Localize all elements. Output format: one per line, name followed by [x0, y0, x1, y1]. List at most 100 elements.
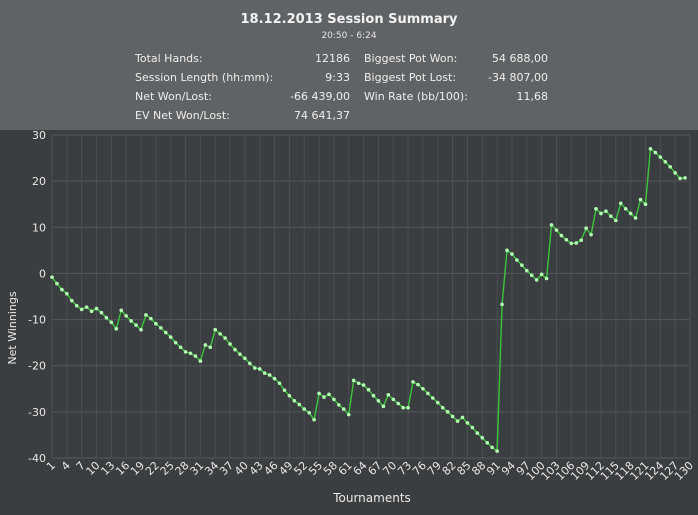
- data-point: [332, 397, 336, 402]
- data-point: [208, 345, 213, 350]
- data-point: [609, 214, 613, 219]
- data-point: [371, 393, 376, 398]
- data-point: [510, 252, 514, 256]
- data-point: [534, 278, 539, 282]
- data-point: [213, 327, 218, 332]
- data-point: [440, 405, 445, 410]
- data-point: [653, 150, 658, 155]
- data-point: [683, 176, 687, 180]
- data-point: [351, 378, 356, 383]
- data-point: [312, 417, 316, 422]
- data-point: [633, 216, 638, 220]
- data-point: [252, 366, 257, 370]
- data-point: [243, 356, 247, 361]
- data-point: [524, 268, 529, 273]
- data-point: [149, 316, 153, 321]
- data-point: [168, 335, 173, 339]
- data-point: [173, 340, 178, 345]
- data-point: [421, 386, 425, 391]
- data-point: [327, 392, 331, 397]
- y-tick-label: -10: [28, 314, 46, 327]
- stat-value-win-rate: 11,68: [516, 90, 549, 103]
- data-point: [60, 287, 64, 292]
- data-point: [386, 392, 391, 397]
- data-point: [188, 351, 193, 356]
- data-point: [455, 419, 460, 423]
- data-point: [529, 273, 534, 278]
- data-point: [485, 440, 490, 445]
- data-point: [297, 402, 302, 407]
- data-point: [614, 218, 618, 223]
- data-point: [287, 393, 292, 398]
- stat-label-win-rate: Win Rate (bb/100):: [364, 90, 468, 103]
- data-point: [470, 425, 475, 430]
- data-point: [89, 309, 94, 314]
- stat-label-total-hands: Total Hands:: [135, 52, 203, 65]
- data-point: [480, 435, 485, 440]
- data-point: [500, 302, 504, 307]
- data-point: [99, 310, 104, 315]
- data-point: [223, 336, 227, 340]
- data-point: [139, 327, 143, 332]
- data-point: [411, 380, 415, 384]
- data-point: [435, 400, 440, 405]
- data-point: [559, 233, 564, 238]
- data-point: [579, 238, 583, 243]
- x-axis-ticks: 1 4 71013161922252831343740434649525558616…: [44, 459, 696, 483]
- data-point: [292, 398, 297, 403]
- data-point: [84, 305, 89, 309]
- data-point: [564, 237, 569, 242]
- data-point: [65, 291, 69, 296]
- data-point: [495, 449, 499, 453]
- data-point: [183, 350, 188, 354]
- data-point: [490, 445, 494, 450]
- data-point: [154, 321, 158, 326]
- data-point: [416, 382, 420, 387]
- data-point: [74, 303, 79, 308]
- data-point: [549, 223, 554, 227]
- data-point: [678, 176, 682, 181]
- y-tick-label: -40: [28, 452, 46, 465]
- data-point: [50, 275, 54, 279]
- data-point: [94, 306, 99, 311]
- y-tick-label: 10: [32, 221, 46, 234]
- data-point: [569, 241, 574, 246]
- data-point: [668, 165, 673, 169]
- stat-value-biggest-pot-lost: -34 807,00: [488, 71, 548, 84]
- stat-value-net-won-lost: -66 439,00: [290, 90, 350, 103]
- data-point: [228, 342, 232, 346]
- y-tick-label: 20: [32, 175, 46, 188]
- data-point: [124, 314, 128, 318]
- y-axis-ticks: 30 20 10 0 -10 -20 -30 -40: [28, 130, 46, 465]
- data-point: [104, 315, 109, 320]
- data-point: [178, 345, 183, 350]
- series-group: [50, 147, 687, 453]
- data-point: [129, 319, 133, 323]
- x-tick-label: 4: [59, 459, 73, 473]
- data-point: [267, 373, 272, 377]
- data-point: [163, 330, 168, 335]
- data-point: [317, 391, 321, 396]
- net-winnings-chart: 30 20 10 0 -10 -20 -30 -40 1 4 710131619222528313…: [6, 130, 696, 505]
- data-point: [376, 398, 381, 403]
- stat-label-session-length: Session Length (hh:mm):: [135, 71, 274, 84]
- data-point: [594, 207, 598, 211]
- data-point: [337, 403, 341, 407]
- stat-value-ev-net-won-lost: 74 641,37: [294, 109, 350, 122]
- data-point: [544, 276, 549, 281]
- stat-label-biggest-pot-won: Biggest Pot Won:: [364, 52, 458, 65]
- data-point: [628, 211, 633, 216]
- data-point: [272, 376, 277, 381]
- data-point: [445, 410, 450, 414]
- data-point: [460, 415, 465, 420]
- data-point: [638, 197, 643, 202]
- data-point: [346, 412, 351, 417]
- summary-time-range: 20:50 - 6:24: [321, 31, 377, 41]
- data-point: [584, 226, 588, 231]
- data-point: [262, 371, 267, 375]
- data-point: [505, 248, 509, 253]
- data-point: [218, 332, 222, 336]
- data-point: [159, 326, 163, 330]
- data-point: [673, 171, 677, 175]
- data-point: [257, 367, 262, 371]
